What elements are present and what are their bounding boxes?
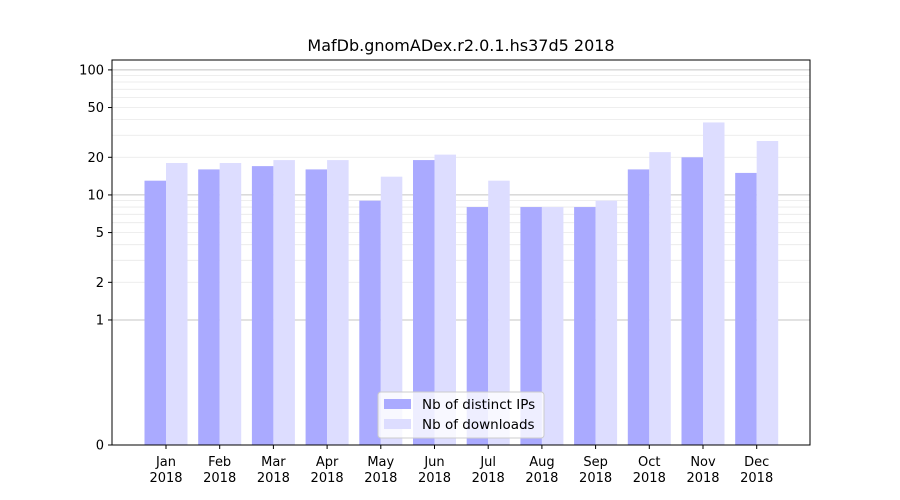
x-tick-label: Sep 2018: [579, 455, 612, 486]
chart-title: MafDb.gnomADex.r2.0.1.hs37d5 2018: [307, 36, 614, 55]
bar-distinct-ips: [627, 169, 650, 445]
x-tick-label: Nov 2018: [686, 455, 719, 486]
y-tick-label: 0: [96, 439, 104, 454]
y-tick-label: 20: [87, 151, 104, 166]
y-tick-label: 100: [79, 63, 104, 78]
bar-distinct-ips: [574, 207, 596, 445]
x-tick-label: Dec 2018: [740, 455, 773, 486]
legend-swatch: [384, 399, 411, 409]
bar-distinct-ips: [144, 180, 166, 445]
bar-downloads: [327, 160, 349, 445]
bar-downloads: [595, 200, 618, 445]
y-tick-label: 5: [96, 226, 104, 241]
bar-distinct-ips: [466, 207, 489, 445]
bar-downloads: [166, 163, 188, 445]
bar-downloads: [273, 160, 295, 445]
legend-swatch: [384, 419, 411, 429]
bar-distinct-ips: [198, 169, 220, 445]
y-tick-label: 2: [96, 276, 104, 291]
y-tick-label: 50: [87, 101, 104, 116]
legend-box: [377, 391, 545, 439]
bar-downloads: [380, 176, 403, 445]
y-tick-label: 10: [87, 188, 104, 203]
legend: Nb of distinct IPs Nb of downloads: [377, 391, 545, 439]
x-tick-label: Jun 2018: [418, 455, 451, 486]
bar-distinct-ips: [520, 207, 542, 445]
y-tick-label: 1: [96, 313, 104, 328]
bar-downloads: [541, 207, 564, 445]
x-axis: Jan 2018 Feb 2018 Mar 2018 Apr 2018 May 2018 Jun 20…: [149, 445, 773, 486]
x-tick-label: Mar 2018: [257, 455, 290, 486]
x-tick-label: Jan 2018: [149, 455, 182, 486]
bar-downloads: [649, 152, 671, 445]
x-tick-label: Aug 2018: [525, 455, 558, 486]
bar-distinct-ips: [735, 172, 757, 445]
x-tick-label: Feb 2018: [203, 455, 236, 486]
bar-downloads: [488, 180, 510, 445]
bar-distinct-ips: [251, 166, 274, 445]
bar-distinct-ips: [681, 157, 703, 445]
x-tick-label: Jul 2018: [472, 455, 505, 486]
legend-label: Nb of distinct IPs: [422, 397, 535, 413]
bar-downloads: [756, 140, 779, 445]
plot-frame: [111, 59, 811, 446]
legend-label: Nb of downloads: [422, 417, 535, 433]
bar-downloads: [219, 163, 242, 445]
x-tick-label: Apr 2018: [311, 455, 344, 486]
x-tick-label: Oct 2018: [633, 455, 666, 486]
bar-downloads: [703, 122, 725, 445]
bar-distinct-ips: [413, 160, 435, 445]
bars: [144, 122, 779, 446]
bar-distinct-ips: [305, 169, 328, 445]
y-axis: 0 1 2 5 10 20 50 100: [79, 63, 112, 454]
bar-distinct-ips: [359, 200, 381, 445]
x-tick-label: May 2018: [364, 455, 397, 486]
bar-downloads: [434, 154, 456, 446]
